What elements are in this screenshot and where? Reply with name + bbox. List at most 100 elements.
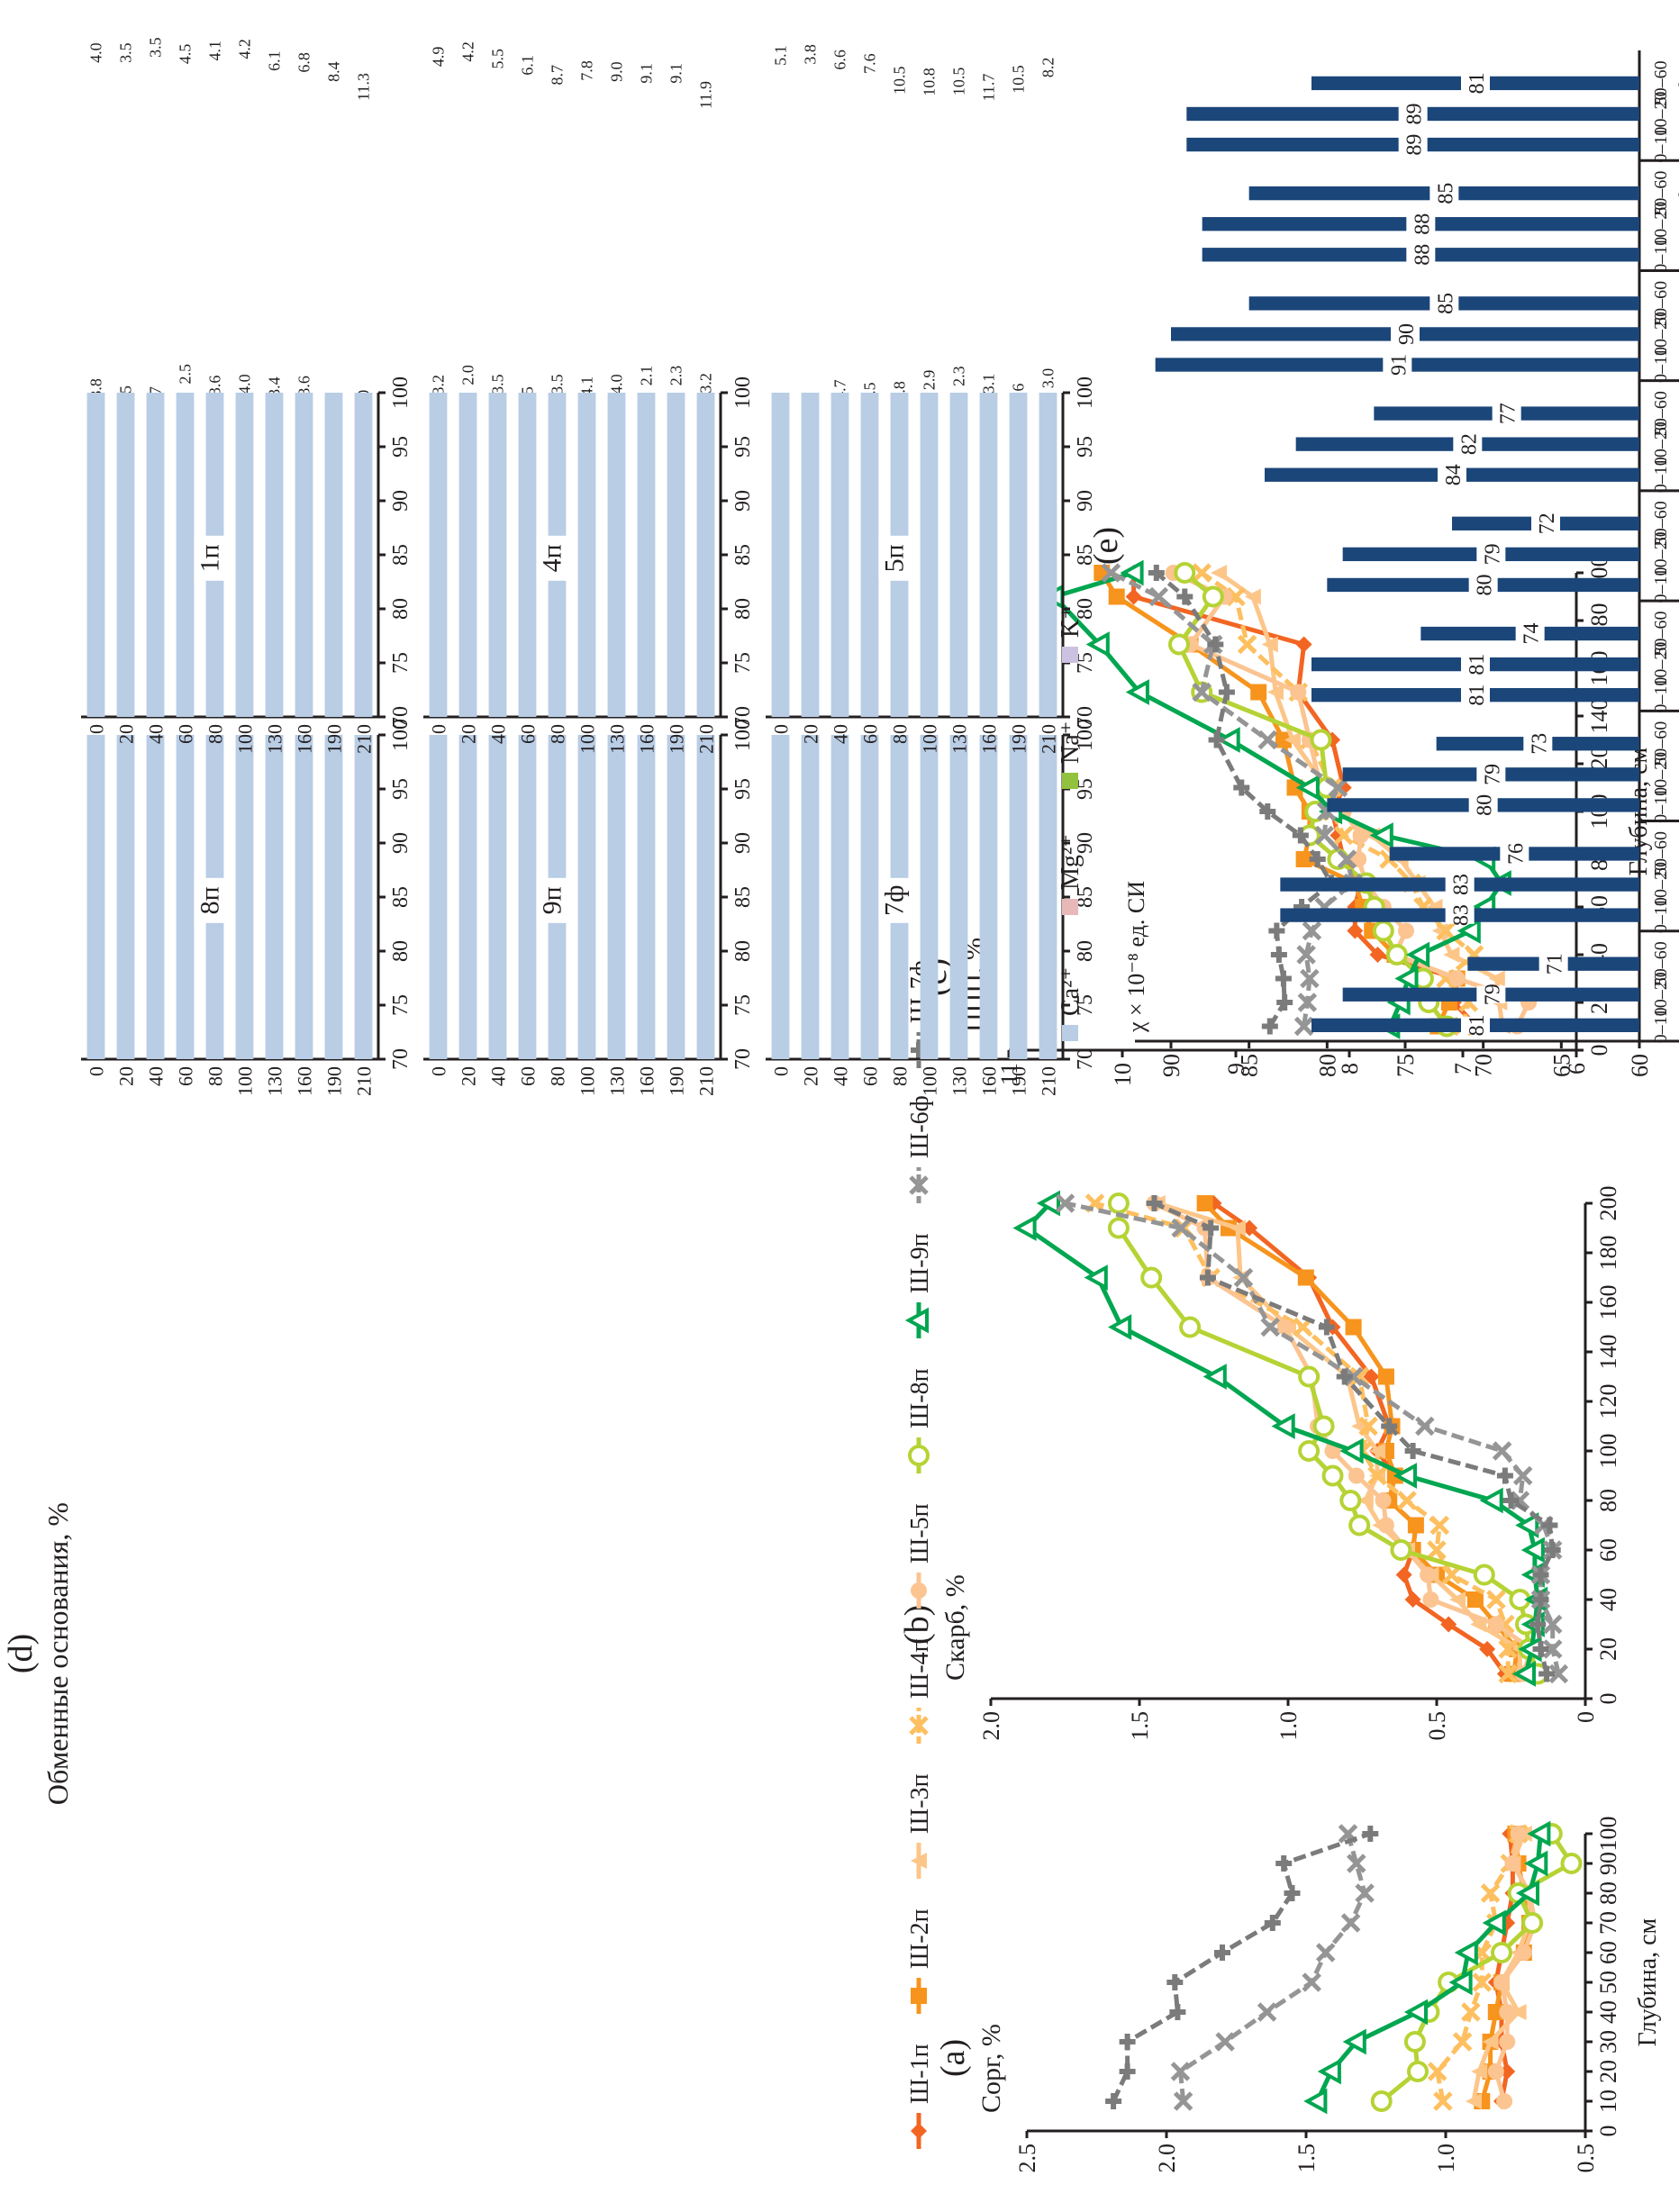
- series-line-Ш-7ф: [1111, 1831, 1372, 2103]
- depth-label: 20: [800, 724, 822, 744]
- chi-bar-label-bg: [1492, 404, 1521, 422]
- bar-value-label: 4.0: [608, 374, 626, 394]
- depth-label: 40: [830, 724, 852, 744]
- bar-segment-Ca: [176, 393, 195, 717]
- data-point: [1479, 1641, 1496, 1657]
- data-point: [1422, 1591, 1439, 1608]
- depth-label: 60: [517, 1066, 540, 1086]
- layer-label: 10–20: [1651, 752, 1671, 797]
- chi-bar-label-bg: [1438, 466, 1466, 484]
- x-tick-label: 10: [1595, 2090, 1621, 2113]
- depth-label: 160: [636, 724, 658, 754]
- x-tick-label: 50: [1595, 1971, 1621, 1994]
- bar-value-label: 5.1: [772, 45, 790, 66]
- chi-bar-label-bg: [1429, 295, 1459, 313]
- data-point: [1482, 2034, 1499, 2050]
- bar-segment-Ca: [324, 393, 343, 717]
- bar-segment-Ca: [801, 393, 820, 717]
- data-point: [1487, 2063, 1504, 2080]
- data-point: [1170, 2062, 1191, 2081]
- value-tick-label: 90: [389, 490, 413, 512]
- data-point: [1448, 970, 1466, 987]
- depth-label: 190: [1008, 724, 1030, 754]
- x-tick-label: 30: [1595, 2030, 1621, 2053]
- value-tick-label: 95: [389, 778, 413, 800]
- data-point: [1218, 684, 1235, 701]
- data-point: [1348, 1514, 1371, 1537]
- data-point: [1146, 1195, 1163, 1211]
- data-point: [1542, 1639, 1563, 1659]
- y-tick-label: 11: [996, 1063, 1022, 1085]
- bar-segment-Ca: [458, 735, 477, 1059]
- layer-label: 10–20: [1651, 202, 1671, 247]
- series-line-Ш-5п: [1172, 570, 1531, 1028]
- subchart-label: 9п: [537, 886, 567, 914]
- data-point: [1521, 1912, 1544, 1934]
- bar-value-label: 2.3: [950, 366, 968, 386]
- data-point: [1398, 922, 1414, 939]
- bar-value-label: 2.9: [921, 370, 939, 391]
- data-point: [1515, 1945, 1532, 1961]
- value-tick-label: 90: [389, 832, 413, 854]
- bar-segment-Ca: [518, 393, 537, 717]
- bar-value-label: 4.0: [236, 374, 254, 394]
- chi-bar-value: 91: [1387, 354, 1411, 376]
- bar-segment-Ca: [295, 393, 313, 717]
- chi-bar-label-bg: [1468, 576, 1498, 594]
- bar-value-label: 7.6: [861, 53, 879, 74]
- data-point: [1347, 922, 1364, 939]
- data-point: [1542, 1614, 1563, 1635]
- data-point: [1480, 1883, 1501, 1903]
- bar-value-label: 4.2: [236, 39, 254, 59]
- data-point: [1216, 727, 1240, 753]
- bar-segment-Ca: [607, 393, 626, 717]
- data-point: [1211, 565, 1228, 581]
- data-point: [1215, 2032, 1235, 2052]
- layer-label: 50–60: [1651, 60, 1671, 105]
- y-tick-label: 1.0: [1275, 1711, 1302, 1741]
- panel-label: (d): [2, 1634, 40, 1673]
- bar-value-label: 3.2: [697, 373, 715, 394]
- value-tick-label: 65: [1548, 1054, 1575, 1077]
- data-point: [1362, 1826, 1379, 1842]
- depth-label: 40: [145, 724, 168, 744]
- chi-bar-label-bg: [1538, 955, 1568, 973]
- chi-bar-label-bg: [1429, 184, 1459, 203]
- subchart-label-bg: [536, 877, 567, 923]
- data-point: [1275, 1855, 1293, 1872]
- series-line-Ш-8п: [1176, 571, 1449, 1029]
- chi-bar-label-bg: [1398, 104, 1428, 123]
- data-point: [1407, 2061, 1429, 2082]
- subchart-label-bg: [536, 535, 567, 581]
- x-tick-label: 120: [1595, 1384, 1621, 1419]
- bar-segment-Ca: [771, 735, 790, 1059]
- chi-bar-label-bg: [1445, 906, 1475, 924]
- chi-bar-value: 81: [1466, 72, 1489, 94]
- bar-value-label: 7.8: [578, 60, 596, 81]
- data-point: [1441, 1564, 1462, 1585]
- data-point: [1510, 1491, 1530, 1510]
- depth-label: 40: [145, 1066, 168, 1086]
- data-point: [1260, 1317, 1280, 1337]
- bar-segment-Ca: [265, 735, 284, 1059]
- data-point: [1538, 1665, 1556, 1682]
- subchart-4п: 70 75 80 85 90 95 100 0 4.9 20 4.2 40 5.5 60 6.1 80 8.7 1…: [423, 41, 755, 754]
- layer-label: 0–10: [1651, 787, 1671, 823]
- data-point: [1512, 1465, 1533, 1486]
- subchart-label: 8п: [195, 886, 224, 914]
- data-point: [1298, 1365, 1321, 1388]
- chi-bar-value: 81: [1466, 684, 1489, 706]
- data-point: [1300, 968, 1320, 989]
- data-point: [1479, 1487, 1503, 1514]
- layer-label: 0–10: [1651, 897, 1671, 933]
- chi-bar-value: 83: [1450, 874, 1474, 895]
- data-point: [1125, 588, 1142, 605]
- depth-label: 130: [948, 724, 971, 754]
- bar-segment-Ca: [860, 735, 879, 1059]
- layer-label: 50–60: [1651, 171, 1671, 216]
- bar-segment-Ca: [146, 735, 165, 1059]
- data-point: [1321, 1464, 1344, 1487]
- chi-bar-value: 82: [1457, 433, 1481, 455]
- data-point: [1499, 2063, 1516, 2080]
